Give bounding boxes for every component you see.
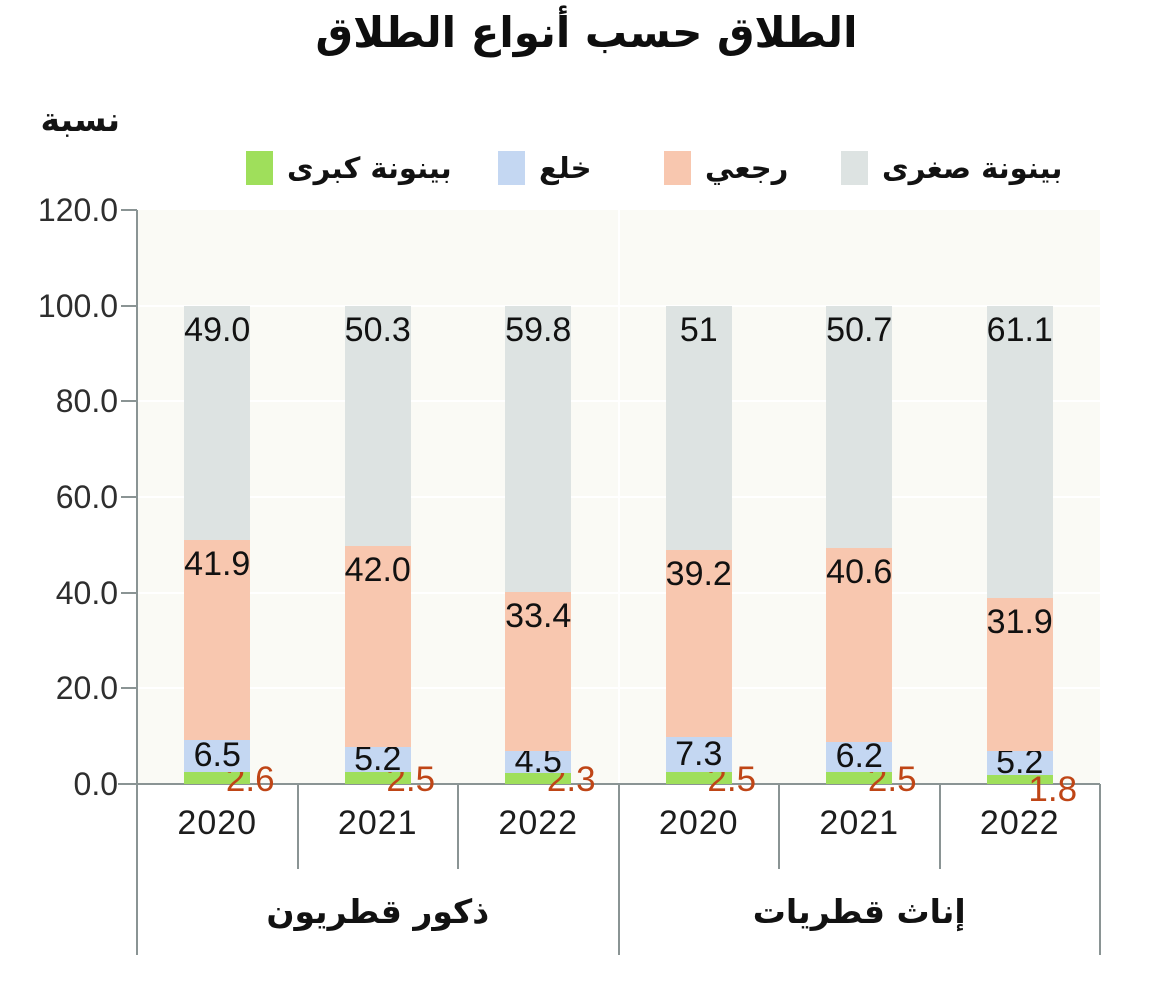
bar-value-label: 31.9 [986, 602, 1053, 641]
year-label: 2021 [337, 804, 418, 842]
y-tick-mark [121, 304, 137, 307]
x-axis-line [118, 783, 1100, 785]
legend-swatch-1 [498, 151, 525, 185]
bar-value-label: 50.3 [344, 310, 411, 349]
y-tick-label: 80.0 [55, 383, 118, 420]
y-tick-label: 20.0 [55, 670, 118, 707]
legend-swatch-2 [664, 151, 691, 185]
legend-swatch-3 [841, 151, 868, 185]
year-divider [457, 784, 459, 869]
y-tick-label: 0.0 [73, 766, 118, 802]
bar-segment-0 [505, 772, 572, 784]
bar-segment-0 [344, 772, 411, 784]
bar-value-label: 40.6 [826, 553, 893, 592]
legend-item: خلع [498, 148, 592, 188]
year-divider [778, 784, 780, 869]
bar-segment-1 [826, 742, 893, 773]
legend-label: بينونة صغرى [882, 151, 1063, 185]
y-tick-label: 40.0 [55, 574, 118, 611]
plot-area [137, 210, 1100, 784]
year-label: 2020 [177, 804, 258, 842]
year-label: 2022 [498, 804, 579, 842]
group-divider [617, 784, 620, 955]
bar-segment-3 [344, 305, 411, 547]
bar-segment-0 [826, 772, 893, 784]
bar-value-label: 1.8 [1028, 770, 1078, 809]
bar-segment-0 [665, 772, 732, 784]
group-divider [1099, 784, 1101, 955]
group-label: ذكور قطريون [266, 892, 490, 931]
legend-label: رجعي [705, 151, 789, 185]
bar-segment-1 [184, 740, 251, 772]
bar-value-label: 42.0 [344, 551, 411, 590]
y-tick-mark [121, 496, 137, 498]
bar-value-label: 7.3 [675, 734, 723, 773]
y-tick-mark [121, 400, 137, 403]
legend-label: خلع [539, 151, 592, 185]
year-label: 2020 [658, 804, 739, 842]
bar-value-label: 41.9 [184, 545, 251, 584]
bar-segment-0 [986, 775, 1053, 784]
bar-segment-3 [184, 305, 251, 541]
bar-segment-3 [665, 305, 732, 550]
bar-segment-2 [184, 540, 251, 741]
bar-value-label: 33.4 [505, 596, 572, 635]
year-label: 2021 [819, 804, 900, 842]
bar-value-label: 50.7 [826, 310, 893, 349]
legend-item: بينونة كبرى [246, 148, 452, 188]
group-label: إناث قطريات [752, 892, 966, 931]
bar-segment-1 [665, 737, 732, 773]
bar-segment-2 [826, 548, 893, 743]
bar-segment-0 [184, 771, 251, 784]
bar-segment-3 [505, 305, 572, 592]
bar-segment-3 [826, 305, 893, 549]
legend-swatch-0 [246, 151, 273, 185]
group-divider [136, 784, 138, 955]
legend-item: بينونة صغرى [841, 148, 1062, 188]
y-tick-label: 120.0 [37, 192, 118, 228]
bar-segment-2 [986, 597, 1053, 751]
gridline-vertical [617, 210, 620, 784]
y-tick-mark [121, 209, 137, 211]
y-tick-mark [121, 591, 137, 594]
bar-segment-1 [344, 747, 411, 773]
bar-segment-2 [665, 549, 732, 738]
bar-value-label: 61.1 [986, 310, 1053, 349]
bar-value-label: 6.5 [193, 736, 241, 775]
bar-value-label: 49.0 [184, 310, 251, 349]
y-tick-mark [121, 687, 137, 690]
bar-value-label: 39.2 [665, 554, 732, 593]
year-divider [296, 784, 299, 869]
legend-item: رجعي [664, 148, 788, 188]
y-tick-label: 100.0 [37, 287, 118, 324]
bar-segment-2 [344, 546, 411, 748]
y-tick-label: 60.0 [55, 479, 118, 515]
chart-title: الطلاق حسب أنواع الطلاق [315, 8, 858, 57]
bar-value-label: 6.2 [835, 737, 883, 776]
bar-value-label: 51 [679, 310, 718, 349]
bar-value-label: 59.8 [505, 310, 572, 349]
year-divider [938, 784, 941, 869]
year-label: 2022 [979, 804, 1060, 842]
legend-label: بينونة كبرى [287, 151, 452, 185]
bar-segment-1 [505, 751, 572, 773]
bar-segment-3 [986, 305, 1053, 598]
y-axis-line [136, 210, 138, 955]
bar-segment-1 [986, 750, 1053, 776]
bar-segment-2 [505, 591, 572, 752]
y-axis-unit-label: نسبة [40, 100, 120, 139]
